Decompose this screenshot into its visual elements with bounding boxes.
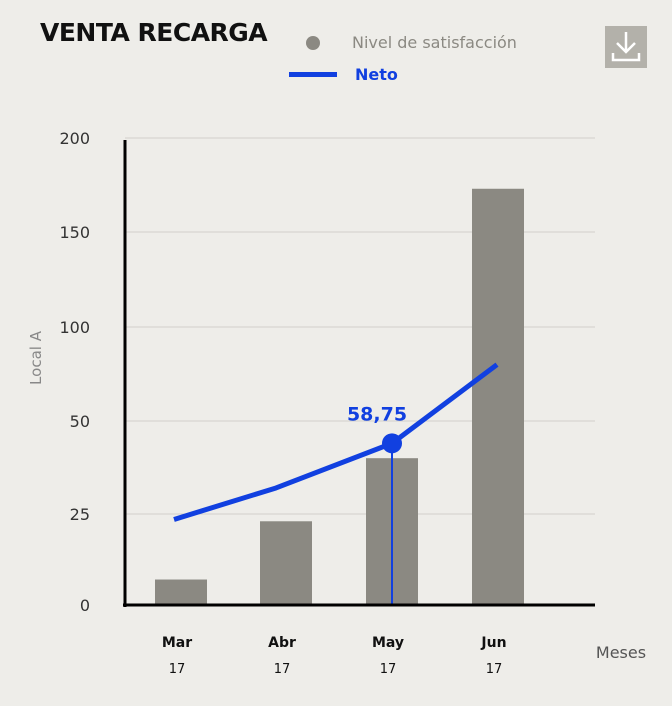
legend-marker-dot xyxy=(306,35,320,50)
legend-item-bars[interactable]: Nivel de satisfacción xyxy=(306,33,517,52)
legend-item-line[interactable]: Neto xyxy=(289,65,398,84)
x-category-sublabel: 17 xyxy=(169,662,186,677)
legend-label-bars: Nivel de satisfacción xyxy=(352,33,517,52)
x-category-label: Abr xyxy=(268,635,296,651)
annotation-point xyxy=(382,433,402,454)
download-button[interactable] xyxy=(605,26,647,68)
x-category-label: May xyxy=(372,635,404,651)
x-axis-title: Meses xyxy=(596,643,646,662)
bar xyxy=(260,521,312,605)
x-category-sublabel: 17 xyxy=(486,662,503,677)
bar xyxy=(472,188,524,605)
x-category-sublabel: 17 xyxy=(380,662,397,677)
bar xyxy=(155,579,207,605)
y-tick-label: 200 xyxy=(59,129,90,148)
y-tick-label: 50 xyxy=(70,412,90,431)
series-line-neto xyxy=(173,362,499,522)
x-category-label: Jun xyxy=(480,635,506,651)
y-tick-label: 0 xyxy=(80,596,90,615)
annotation-label: 58,75 xyxy=(347,403,407,425)
x-category-label: Mar xyxy=(162,635,192,651)
x-category-sublabel: 17 xyxy=(274,662,291,677)
chart-title: VENTA RECARGA xyxy=(40,18,268,47)
y-axis-title: Local A xyxy=(27,330,45,385)
y-tick-label: 25 xyxy=(70,505,90,524)
y-tick-label: 100 xyxy=(59,318,90,337)
legend-label-line: Neto xyxy=(355,65,398,84)
y-tick-label: 150 xyxy=(59,223,90,242)
legend-marker-line xyxy=(289,72,337,77)
download-icon xyxy=(611,32,641,62)
